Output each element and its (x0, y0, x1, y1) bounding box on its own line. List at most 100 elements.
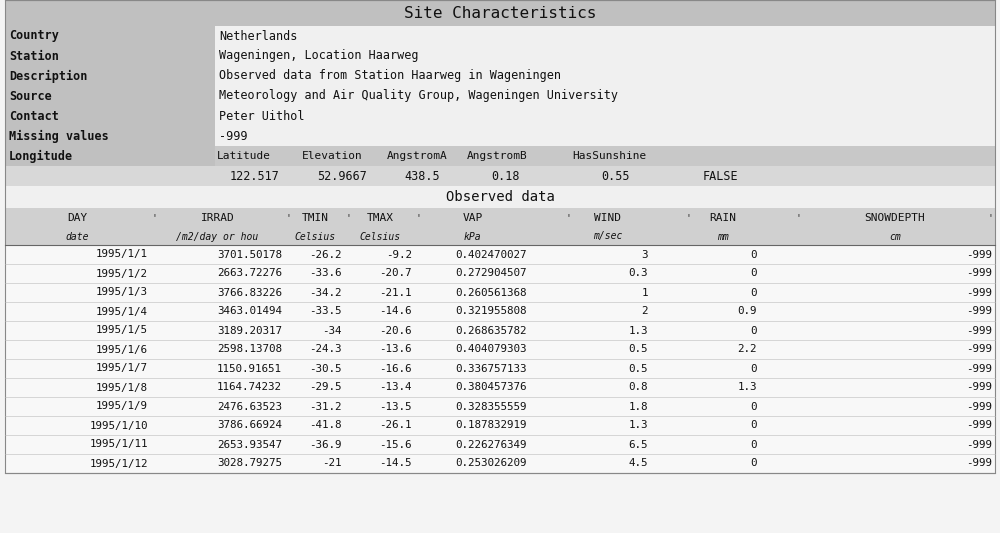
Text: -999: -999 (219, 130, 248, 142)
Text: 1995/1/1: 1995/1/1 (96, 249, 148, 260)
Text: -21.1: -21.1 (380, 287, 412, 297)
Text: -16.6: -16.6 (380, 364, 412, 374)
Text: -14.5: -14.5 (380, 458, 412, 469)
Bar (5, 166, 995, 186)
Text: /m2/day or hou: /m2/day or hou (176, 231, 259, 241)
Bar (5, 302, 995, 321)
Bar (5, 378, 995, 397)
Text: 1995/1/10: 1995/1/10 (90, 421, 148, 431)
Bar (300, 146, 385, 166)
Text: TMAX: TMAX (366, 213, 394, 223)
Text: kPa: kPa (464, 231, 481, 241)
Text: -13.5: -13.5 (380, 401, 412, 411)
Text: Celsius: Celsius (294, 231, 336, 241)
Text: 1995/1/12: 1995/1/12 (90, 458, 148, 469)
Text: ': ' (416, 213, 422, 223)
Text: ': ' (566, 213, 572, 223)
Text: 1995/1/2: 1995/1/2 (96, 269, 148, 279)
Text: 0.18: 0.18 (492, 169, 520, 182)
Text: -999: -999 (966, 401, 992, 411)
Bar (5, 186, 995, 208)
Text: 0.3: 0.3 (629, 269, 648, 279)
Text: ': ' (346, 213, 352, 223)
Text: Country: Country (9, 29, 59, 43)
Text: -999: -999 (966, 383, 992, 392)
Text: HasSunshine: HasSunshine (572, 151, 646, 161)
Bar (5, 0, 995, 26)
Bar (5, 283, 995, 302)
Text: Observed data from Station Haarweg in Wageningen: Observed data from Station Haarweg in Wa… (219, 69, 561, 83)
Text: -999: -999 (966, 440, 992, 449)
Text: 0.402470027: 0.402470027 (456, 249, 527, 260)
Text: -999: -999 (966, 326, 992, 335)
Bar (215, 106, 995, 126)
Text: -29.5: -29.5 (310, 383, 342, 392)
Bar (5, 340, 995, 359)
Text: -33.6: -33.6 (310, 269, 342, 279)
Text: ': ' (151, 213, 157, 223)
Text: 1995/1/11: 1995/1/11 (90, 440, 148, 449)
Text: 2598.13708: 2598.13708 (217, 344, 282, 354)
Text: Missing values: Missing values (9, 130, 109, 142)
Text: Wageningen, Location Haarweg: Wageningen, Location Haarweg (219, 50, 418, 62)
Bar (215, 66, 995, 86)
Bar (5, 146, 215, 166)
Text: Longitude: Longitude (9, 149, 73, 163)
Bar (465, 146, 570, 166)
Text: 0: 0 (750, 249, 757, 260)
Bar (5, 245, 995, 264)
Text: -9.2: -9.2 (386, 249, 412, 260)
Text: 3028.79275: 3028.79275 (217, 458, 282, 469)
Text: DAY: DAY (67, 213, 88, 223)
Text: 3766.83226: 3766.83226 (217, 287, 282, 297)
Text: 0.328355559: 0.328355559 (456, 401, 527, 411)
Text: 1164.74232: 1164.74232 (217, 383, 282, 392)
Text: m/sec: m/sec (593, 231, 622, 241)
Text: mm: mm (717, 231, 728, 241)
Text: 438.5: 438.5 (404, 169, 440, 182)
Text: 0.380457376: 0.380457376 (456, 383, 527, 392)
Bar (5, 126, 215, 146)
Text: 0: 0 (750, 364, 757, 374)
Text: 1995/1/3: 1995/1/3 (96, 287, 148, 297)
Bar (5, 359, 995, 378)
Text: 0.8: 0.8 (629, 383, 648, 392)
Bar (215, 146, 300, 166)
Text: FALSE: FALSE (702, 169, 738, 182)
Text: Observed data: Observed data (446, 190, 554, 204)
Text: -20.6: -20.6 (380, 326, 412, 335)
Text: cm: cm (889, 231, 901, 241)
Text: 0: 0 (750, 269, 757, 279)
Bar (5, 66, 215, 86)
Text: 1995/1/4: 1995/1/4 (96, 306, 148, 317)
Text: 1150.91651: 1150.91651 (217, 364, 282, 374)
Bar (5, 435, 995, 454)
Bar (5, 264, 995, 283)
Text: Latitude: Latitude (217, 151, 271, 161)
Text: 4.5: 4.5 (629, 458, 648, 469)
Text: 2663.72276: 2663.72276 (217, 269, 282, 279)
Bar (385, 146, 465, 166)
Text: 0.321955808: 0.321955808 (456, 306, 527, 317)
Text: Site Characteristics: Site Characteristics (404, 5, 596, 20)
Text: -13.6: -13.6 (380, 344, 412, 354)
Text: Station: Station (9, 50, 59, 62)
Text: date: date (66, 231, 89, 241)
Text: 1995/1/9: 1995/1/9 (96, 401, 148, 411)
Text: 0.404079303: 0.404079303 (456, 344, 527, 354)
Text: 1995/1/8: 1995/1/8 (96, 383, 148, 392)
Text: -999: -999 (966, 458, 992, 469)
Text: 1: 1 (642, 287, 648, 297)
Text: 3463.01494: 3463.01494 (217, 306, 282, 317)
Text: -999: -999 (966, 269, 992, 279)
Text: -36.9: -36.9 (310, 440, 342, 449)
Text: 3189.20317: 3189.20317 (217, 326, 282, 335)
Text: 0: 0 (750, 401, 757, 411)
Text: 0.5: 0.5 (629, 364, 648, 374)
Bar (5, 454, 995, 473)
Text: 3701.50178: 3701.50178 (217, 249, 282, 260)
Text: 1995/1/5: 1995/1/5 (96, 326, 148, 335)
Text: 0.5: 0.5 (629, 344, 648, 354)
Text: -999: -999 (966, 287, 992, 297)
Text: -999: -999 (966, 344, 992, 354)
